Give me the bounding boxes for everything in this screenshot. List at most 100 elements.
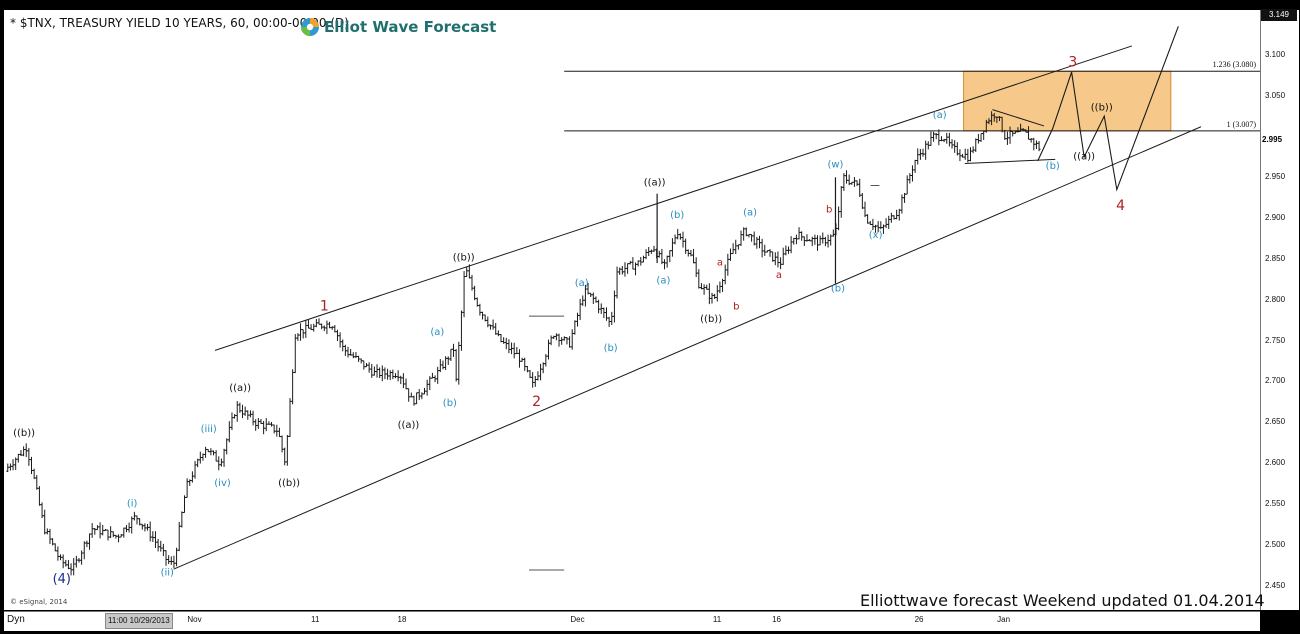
ohlc-bar [510,342,514,355]
ohlc-bar [528,370,532,379]
ohlc-bar [140,523,144,530]
ohlc-bar [612,290,616,323]
wave-label: ((b)) [700,314,722,325]
ohlc-bar [858,178,862,198]
ohlc-bar [953,140,957,153]
ohlc-bar [206,448,210,453]
ohlc-bar [412,395,416,406]
ohlc-bar [1029,138,1033,143]
ohlc-bar [626,263,630,274]
ohlc-bar [496,330,500,337]
ohlc-bar [80,550,84,565]
ohlc-bar [380,365,384,382]
ohlc-bar [784,245,788,256]
ohlc-bar [565,337,569,345]
ohlc-bar [275,424,279,437]
ohlc-bar [159,540,163,552]
ohlc-bar [225,438,229,455]
price-tick-label: 2.950 [1265,172,1286,182]
ohlc-bar [386,368,390,380]
ohlc-bar [475,297,479,307]
ohlc-bar [248,410,252,418]
ohlc-bar [895,209,899,220]
time-tick-label: 11 [311,615,320,624]
ohlc-bar [718,281,722,294]
ohlc-bar [982,130,986,141]
ohlc-bar [214,450,218,462]
ohlc-bar [939,136,943,142]
ohlc-bar [114,534,118,539]
ohlc-bar [180,511,184,528]
wave-label: a [776,270,782,281]
ohlc-bar [789,236,793,254]
price-tick-label: 3.100 [1265,49,1286,59]
ohlc-bar [575,312,579,327]
ohlc-bar [383,367,387,380]
ohlc-bar [48,528,52,545]
time-tick-label: 11 [712,615,722,624]
ohlc-bar [913,159,917,173]
wave-label: (a) [656,275,670,286]
ohlc-bar [135,515,139,525]
ohlc-bar [441,360,445,370]
wave-label: (b) [604,343,618,354]
ohlc-bar [512,342,516,359]
ohlc-bar [541,362,545,374]
ohlc-bar [692,248,696,264]
ohlc-bar [304,319,308,338]
dyn-toggle[interactable]: Dyn [7,614,25,625]
ohlc-bar [204,446,208,458]
ohlc-bar [850,181,854,185]
ohlc-bar [459,310,463,351]
globe-icon [301,18,319,36]
ohlc-bar [794,234,798,245]
channel-upper-line [214,45,1133,351]
time-tick-label: 16 [772,615,781,624]
ohlc-bar [763,244,767,256]
ohlc-bar [597,299,601,314]
ohlc-bar [905,175,909,195]
ohlc-bar [757,235,761,249]
ohlc-bar [483,314,487,322]
ohlc-bar [499,334,503,343]
fib-level-label: 1 (3.007) [1226,119,1256,129]
ohlc-bar [845,170,849,184]
ohlc-bar [227,421,231,443]
ohlc-bar [409,392,413,398]
ohlc-bar [343,344,347,356]
ohlc-bar [779,257,783,270]
ohlc-bar [974,138,978,152]
ohlc-bar [132,511,136,521]
time-tick-label: Nov [187,615,202,624]
ohlc-bar [591,292,595,304]
ohlc-bar [22,446,26,457]
ohlc-bar [209,448,213,456]
ohlc-bar [267,421,271,425]
ohlc-bar [544,354,548,367]
ohlc-bar [452,343,456,357]
ohlc-bar [829,234,833,246]
ohlc-bar [573,320,577,335]
ohlc-bar [689,250,693,257]
ohlc-bar [103,528,107,532]
ohlc-bar [74,555,78,568]
ohlc-bar [444,356,448,370]
ohlc-bar [950,139,954,149]
ohlc-bar [354,351,358,359]
ohlc-bar [56,546,60,561]
ohlc-bar [868,220,872,225]
ohlc-bar [947,132,951,147]
ohlc-bar [502,337,506,344]
price-axis[interactable] [1260,10,1299,610]
ohlc-bar [897,208,901,221]
ohlc-bar [610,311,614,325]
ohlc-bar [169,556,173,565]
wave-label: (iii) [201,424,217,435]
ohlc-bar [420,392,424,400]
time-axis[interactable] [4,611,1260,631]
ohlc-bar [934,132,938,140]
ohlc-bar [328,321,332,329]
ohlc-bar [449,348,453,361]
ohlc-bar [457,341,461,385]
